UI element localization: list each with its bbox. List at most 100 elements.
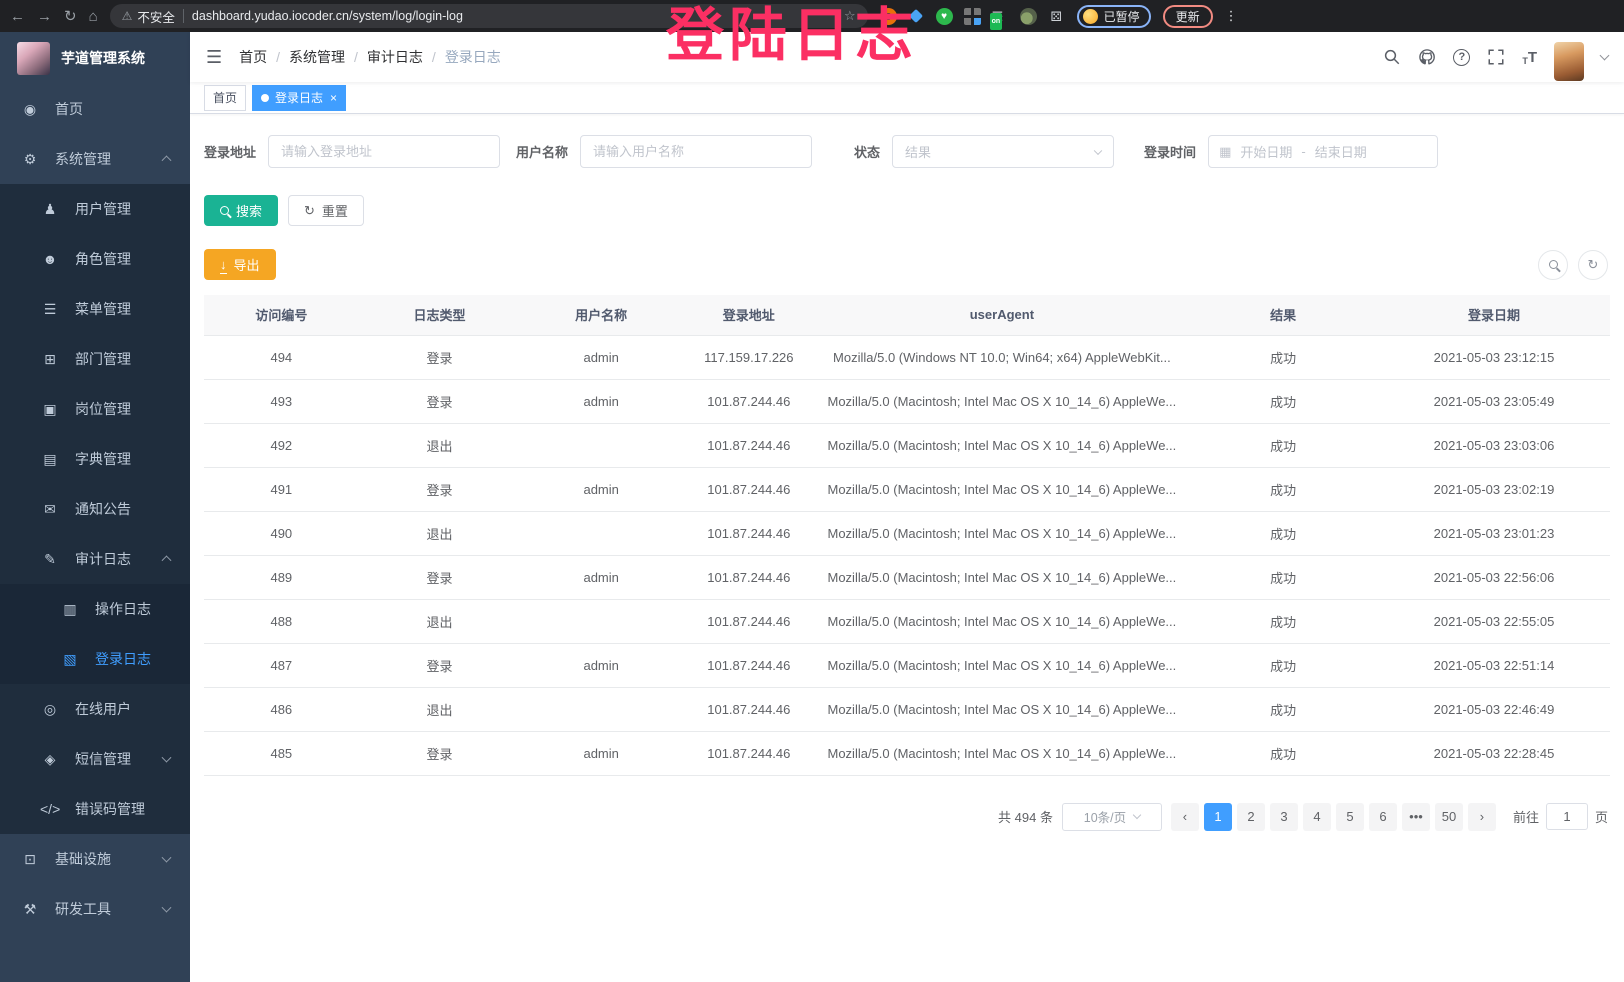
sidebar-item-label: 系统管理 [55,151,111,167]
table-cell: 490 [204,511,359,556]
table-cell: 489 [204,555,359,600]
github-icon[interactable] [1418,48,1436,66]
sidebar-item-label: 用户管理 [75,201,131,217]
sidebar-item-user-mgmt[interactable]: ♟ 用户管理 [0,184,190,234]
breadcrumb-item[interactable]: 系统管理 [289,49,346,65]
table-cell: 登录 [358,335,521,380]
page-button-5[interactable]: 5 [1335,802,1364,831]
active-tab-dot [261,93,270,102]
sidebar-item-menu-mgmt[interactable]: ☰ 菜单管理 [0,284,190,334]
browser-home-icon[interactable]: ⌂ [88,7,98,25]
chevron-down-icon[interactable] [1599,50,1610,61]
browser-update-button[interactable]: 更新 [1162,4,1213,28]
search-button[interactable]: 搜索 [204,195,279,226]
table-cell: 2021-05-03 22:56:06 [1377,555,1610,600]
operation-log-icon: ▥ [63,600,77,617]
login-time-range-picker[interactable]: ▦ 开始日期 - 结束日期 [1208,135,1439,168]
sidebar-item-login-log[interactable]: ▧ 登录日志 [0,634,190,684]
date-start-placeholder: 开始日期 [1240,145,1293,160]
profile-paused-chip[interactable]: 已暂停 [1076,4,1151,28]
table-cell: admin [520,379,683,424]
export-button[interactable]: ↓ 导出 [204,249,276,280]
table-cell: Mozilla/5.0 (Macintosh; Intel Mac OS X 1… [815,643,1189,688]
sidebar-item-home[interactable]: ◉ 首页 [0,84,190,134]
sidebar-item-error-code-mgmt[interactable]: </> 错误码管理 [0,784,190,834]
page-size-select[interactable]: 10条/页 [1061,802,1162,831]
page-button-50[interactable]: 50 [1434,802,1463,831]
sidebar-item-dict-mgmt[interactable]: ▤ 字典管理 [0,434,190,484]
dictionary-icon: ▤ [43,450,57,467]
reset-button[interactable]: ↻ 重置 [288,195,364,226]
browser-menu-icon[interactable]: ⋮ [1224,8,1238,23]
extension-sprout-icon[interactable] [1019,7,1037,25]
sidebar-item-dev-tools[interactable]: ⚒ 研发工具 [0,884,190,934]
extension-orange-icon[interactable] [879,7,897,25]
extension-grid-icon[interactable] [963,7,981,25]
table-row: 494 登录 admin 117.159.17.226 Mozilla/5.0 (Win… [204,335,1610,380]
browser-forward-icon[interactable]: → [37,7,52,25]
page-button-1[interactable]: 1 [1203,802,1232,831]
sidebar-item-operation-log[interactable]: ▥ 操作日志 [0,584,190,634]
sidebar-item-post-mgmt[interactable]: ▣ 岗位管理 [0,384,190,434]
table-cell: 101.87.244.46 [682,467,816,512]
collapse-menu-icon[interactable]: ☰ [206,46,223,67]
table-cell: Mozilla/5.0 (Macintosh; Intel Mac OS X 1… [815,379,1189,424]
page-button-3[interactable]: 3 [1269,802,1298,831]
date-end-placeholder: 结束日期 [1314,145,1367,160]
extensions-puzzle-icon[interactable]: ⚄ [1050,8,1062,24]
table-cell: 成功 [1188,467,1378,512]
sidebar-item-label: 通知公告 [75,501,131,517]
page-jump-input[interactable] [1545,803,1588,830]
sidebar-item-online-users[interactable]: ◎ 在线用户 [0,684,190,734]
sidebar-item-sms-mgmt[interactable]: ◈ 短信管理 [0,734,190,784]
browser-back-icon[interactable]: ← [10,7,25,25]
table-cell [520,511,683,556]
search-icon [220,206,229,215]
sidebar-item-system-mgmt[interactable]: ⚙ 系统管理 [0,134,190,184]
login-address-input[interactable] [268,135,501,168]
username-input[interactable] [580,135,813,168]
table-cell [520,687,683,732]
toggle-search-button[interactable] [1538,249,1568,280]
sms-shield-icon: ◈ [44,750,56,767]
help-icon[interactable]: ? [1453,48,1471,66]
next-page-button[interactable]: › [1467,802,1496,831]
security-chip[interactable]: ⚠ 不安全 [122,7,175,26]
app-logo-row[interactable]: 芋道管理系统 [0,32,190,84]
tab-登录日志[interactable]: 登录日志 × [252,84,347,111]
fullscreen-icon[interactable] [1487,48,1505,66]
sidebar-item-audit-log[interactable]: ✎ 审计日志 [0,534,190,584]
breadcrumb-separator: / [431,49,436,65]
address-bar[interactable]: ⚠ 不安全 dashboard.yudao.iocoder.cn/system/… [109,4,868,28]
sidebar-item-role-mgmt[interactable]: ☻ 角色管理 [0,234,190,284]
page-button-6[interactable]: 6 [1368,802,1397,831]
table-cell: 成功 [1188,511,1378,556]
tab-首页[interactable]: 首页 [204,84,247,111]
breadcrumb-item[interactable]: 审计日志 [366,49,423,65]
previous-page-button[interactable]: ‹ [1170,802,1199,831]
page-button-4[interactable]: 4 [1302,802,1331,831]
breadcrumb-item[interactable]: 首页 [239,49,268,65]
browser-reload-icon[interactable]: ↻ [64,7,77,25]
more-pages-button[interactable]: ••• [1401,802,1430,831]
page-button-2[interactable]: 2 [1236,802,1265,831]
bookmark-star-icon[interactable]: ☆ [843,8,856,23]
sidebar-item-label: 岗位管理 [75,401,131,417]
close-icon[interactable]: × [330,90,338,105]
refresh-table-button[interactable]: ↻ [1578,249,1608,280]
table-cell: 101.87.244.46 [682,599,816,644]
table-cell: Mozilla/5.0 (Windows NT 10.0; Win64; x64… [815,335,1189,380]
sidebar-item-notice[interactable]: ✉ 通知公告 [0,484,190,534]
search-icon[interactable] [1383,48,1401,66]
sidebar-item-dept-mgmt[interactable]: ⊞ 部门管理 [0,334,190,384]
gear-icon: ⚙ [23,150,37,167]
status-select[interactable]: 结果 [892,135,1115,168]
sidebar-item-infrastructure[interactable]: ⊡ 基础设施 [0,834,190,884]
extension-list-icon[interactable]: ☰ on [989,8,1009,30]
extension-heart-icon[interactable]: ♥ [935,7,953,25]
pager: ‹ 1 2 3 4 5 6 ••• 50 › [1170,802,1496,831]
user-avatar[interactable] [1554,41,1584,81]
